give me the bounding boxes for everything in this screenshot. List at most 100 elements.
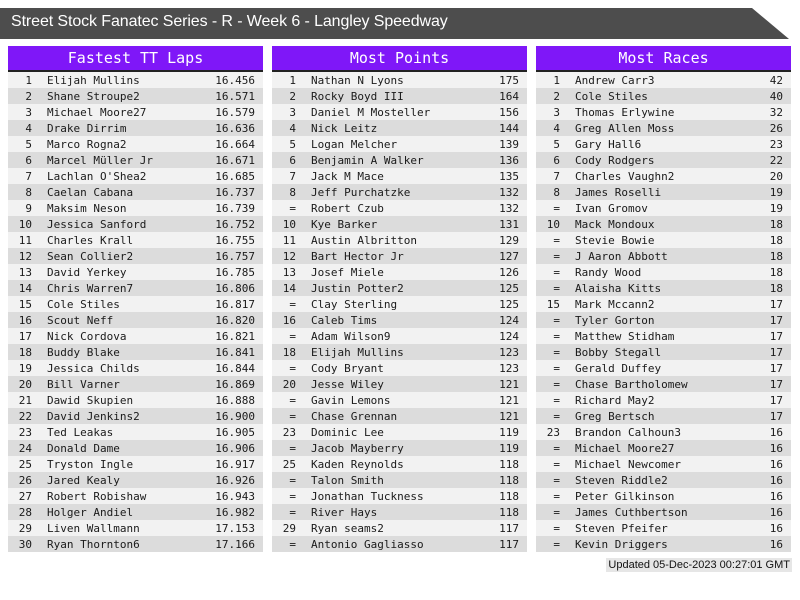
row-driver-name: Josef Miele [311,265,384,279]
row-value: 17 [769,313,783,327]
row-position: 28 [18,505,32,519]
row-position: = [289,473,296,487]
row-value: 17 [769,361,783,375]
row-driver-name: Mark Mccann2 [575,297,655,311]
row-position: 17 [18,329,32,343]
row-driver-name: Adam Wilson9 [311,329,391,343]
row-position: 10 [546,217,560,231]
leaderboard-rows-most-races: 1 Andrew Carr3 42 2 Cole Stiles 40 3 Thomas Erl… [536,72,791,552]
table-row: 14 Justin Potter2 125 [272,280,527,296]
row-driver-name: Benjamin A Walker [311,153,424,167]
table-row: = Chase Bartholomew 17 [536,376,791,392]
row-driver-name: Nick Leitz [311,121,378,135]
row-value: 16.841 [215,345,255,359]
row-position: = [553,265,560,279]
table-row: = Adam Wilson9 124 [272,328,527,344]
row-position: 23 [18,425,32,439]
leaderboard-column-most-points: Most Points 1 Nathan N Lyons 175 2 Rocky Boy… [272,46,527,552]
row-driver-name: Cole Stiles [575,89,648,103]
row-position: 13 [282,265,296,279]
row-position: 20 [282,377,296,391]
table-row: = Ivan Gromov 19 [536,200,791,216]
table-row: 27 Robert Robishaw 16.943 [8,488,263,504]
table-row: = Chase Grennan 121 [272,408,527,424]
row-position: 6 [553,153,560,167]
row-position: = [553,249,560,263]
row-driver-name: Jessica Sanford [47,217,147,231]
table-row: 19 Jessica Childs 16.844 [8,360,263,376]
table-row: 2 Shane Stroupe2 16.571 [8,88,263,104]
row-position: = [289,393,296,407]
row-position: 25 [18,457,32,471]
row-value: 16.817 [215,297,255,311]
row-position: 18 [18,345,32,359]
row-position: = [553,281,560,295]
row-value: 18 [769,233,783,247]
row-position: 2 [25,89,32,103]
row-value: 131 [499,217,519,231]
row-value: 17 [769,345,783,359]
row-driver-name: Chase Grennan [311,409,398,423]
leaderboard-rows-fastest-tt-laps: 1 Elijah Mullins 16.456 2 Shane Stroupe2 16.5… [8,72,263,552]
row-driver-name: Michael Moore27 [47,105,147,119]
row-value: 17.166 [215,537,255,551]
table-row: = Antonio Gagliasso 117 [272,536,527,552]
table-row: 7 Lachlan O'Shea2 16.685 [8,168,263,184]
row-position: 3 [25,105,32,119]
row-position: = [553,489,560,503]
table-row: 10 Mack Mondoux 18 [536,216,791,232]
updated-timestamp: Updated 05-Dec-2023 00:27:01 GMT [606,558,792,572]
table-row: = Cody Bryant 123 [272,360,527,376]
table-row: 17 Nick Cordova 16.821 [8,328,263,344]
row-driver-name: David Yerkey [47,265,127,279]
table-row: 5 Marco Rogna2 16.664 [8,136,263,152]
row-position: = [553,409,560,423]
row-position: 8 [25,185,32,199]
row-value: 16.671 [215,153,255,167]
row-driver-name: Jacob Mayberry [311,441,404,455]
page-title: Street Stock Fanatec Series - R - Week 6… [11,13,448,30]
row-driver-name: Kye Barker [311,217,378,231]
row-driver-name: Maksim Neson [47,201,127,215]
row-value: 132 [499,185,519,199]
row-driver-name: Gary Hall6 [575,137,642,151]
table-row: 13 David Yerkey 16.785 [8,264,263,280]
row-driver-name: Bart Hector Jr [311,249,404,263]
row-driver-name: Caleb Tims [311,313,378,327]
table-row: 1 Elijah Mullins 16.456 [8,72,263,88]
row-value: 123 [499,345,519,359]
table-row: = Robert Czub 132 [272,200,527,216]
row-driver-name: Marco Rogna2 [47,137,127,151]
row-driver-name: Tryston Ingle [47,457,134,471]
row-driver-name: Chris Warren7 [47,281,134,295]
table-row: 10 Jessica Sanford 16.752 [8,216,263,232]
row-position: 22 [18,409,32,423]
table-row: 13 Josef Miele 126 [272,264,527,280]
row-value: 16.579 [215,105,255,119]
row-value: 127 [499,249,519,263]
row-position: 29 [282,521,296,535]
table-row: 15 Cole Stiles 16.817 [8,296,263,312]
row-driver-name: Jonathan Tuckness [311,489,424,503]
row-value: 17 [769,297,783,311]
row-position: = [553,393,560,407]
row-value: 17 [769,409,783,423]
table-row: = Tyler Gorton 17 [536,312,791,328]
row-value: 19 [769,201,783,215]
row-driver-name: Cole Stiles [47,297,120,311]
row-driver-name: Cody Bryant [311,361,384,375]
table-row: = Jacob Mayberry 119 [272,440,527,456]
row-value: 16 [769,521,783,535]
table-row: 25 Tryston Ingle 16.917 [8,456,263,472]
table-row: 18 Buddy Blake 16.841 [8,344,263,360]
row-position: 7 [289,169,296,183]
table-row: 15 Mark Mccann2 17 [536,296,791,312]
row-value: 17 [769,377,783,391]
table-row: 8 Jeff Purchatzke 132 [272,184,527,200]
table-row: 6 Cody Rodgers 22 [536,152,791,168]
row-driver-name: Jared Kealy [47,473,120,487]
column-header-most-points: Most Points [272,46,527,72]
row-position: 4 [553,121,560,135]
row-value: 132 [499,201,519,215]
row-value: 16.785 [215,265,255,279]
